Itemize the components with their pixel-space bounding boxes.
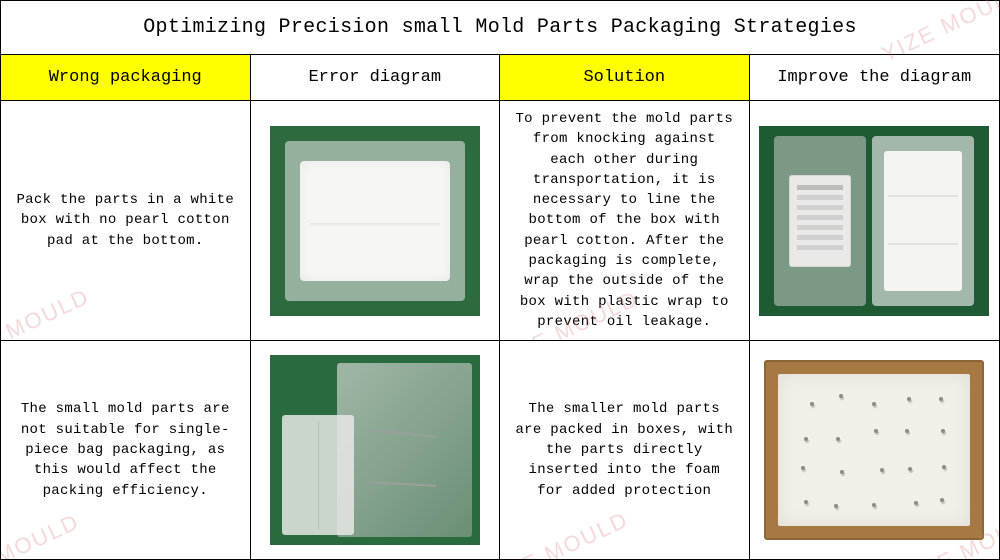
- solution-cell: To prevent the mold parts from knocking …: [500, 101, 750, 340]
- foam-pin: [840, 470, 844, 474]
- improve-diagram-cell: YIZE MOULD: [750, 341, 999, 559]
- foam-pin: [880, 468, 884, 472]
- foam-pin: [804, 500, 808, 504]
- table-row: The small mold parts are not suitable fo…: [1, 341, 999, 559]
- solution-text: To prevent the mold parts from knocking …: [512, 109, 737, 332]
- foam-pin: [941, 429, 945, 433]
- foam-pin: [908, 467, 912, 471]
- foam-pin: [836, 437, 840, 441]
- improve-diagram-image: [759, 126, 989, 316]
- table-title-row: Optimizing Precision small Mold Parts Pa…: [1, 1, 999, 55]
- watermark: YIZE MOULD: [500, 504, 634, 559]
- header-label: Improve the diagram: [777, 68, 971, 87]
- foam-pin: [939, 397, 943, 401]
- header-label: Error diagram: [308, 68, 441, 87]
- header-improve-diagram: Improve the diagram: [750, 55, 1000, 100]
- foam-pin: [905, 429, 909, 433]
- foam-pin: [839, 394, 843, 398]
- error-diagram-image: [270, 355, 480, 545]
- foam-pin: [834, 504, 838, 508]
- foam-pin: [872, 503, 876, 507]
- foam-pin: [810, 402, 814, 406]
- foam-pin: [874, 429, 878, 433]
- header-wrong-packaging: Wrong packaging: [1, 55, 251, 100]
- wrong-text: Pack the parts in a white box with no pe…: [13, 190, 238, 251]
- improve-diagram-image: [759, 355, 989, 545]
- foam-pin: [942, 465, 946, 469]
- wrong-cell: The small mold parts are not suitable fo…: [1, 341, 251, 559]
- foam-pin: [907, 397, 911, 401]
- header-label: Wrong packaging: [49, 68, 202, 87]
- table-row: Pack the parts in a white box with no pe…: [1, 101, 999, 341]
- header-row: Wrong packaging Error diagram Solution I…: [1, 55, 999, 101]
- wrong-text: The small mold parts are not suitable fo…: [13, 399, 238, 500]
- table-title: Optimizing Precision small Mold Parts Pa…: [143, 16, 857, 39]
- error-diagram-image: [270, 126, 480, 316]
- error-diagram-cell: [251, 101, 500, 340]
- header-label: Solution: [583, 68, 665, 87]
- error-diagram-cell: [251, 341, 500, 559]
- foam-pin: [872, 402, 876, 406]
- header-error-diagram: Error diagram: [251, 55, 501, 100]
- wrong-cell: Pack the parts in a white box with no pe…: [1, 101, 251, 340]
- watermark: YIZE MOULD: [1, 506, 85, 559]
- packaging-table: Optimizing Precision small Mold Parts Pa…: [0, 0, 1000, 560]
- improve-diagram-cell: [750, 101, 999, 340]
- solution-text: The smaller mold parts are packed in box…: [512, 399, 737, 500]
- foam-pin: [801, 466, 805, 470]
- solution-cell: The smaller mold parts are packed in box…: [500, 341, 750, 559]
- foam-pin: [914, 501, 918, 505]
- foam-pin: [804, 437, 808, 441]
- header-solution: Solution: [500, 55, 750, 100]
- foam-pin: [940, 498, 944, 502]
- watermark: YIZE MOULD: [1, 281, 95, 340]
